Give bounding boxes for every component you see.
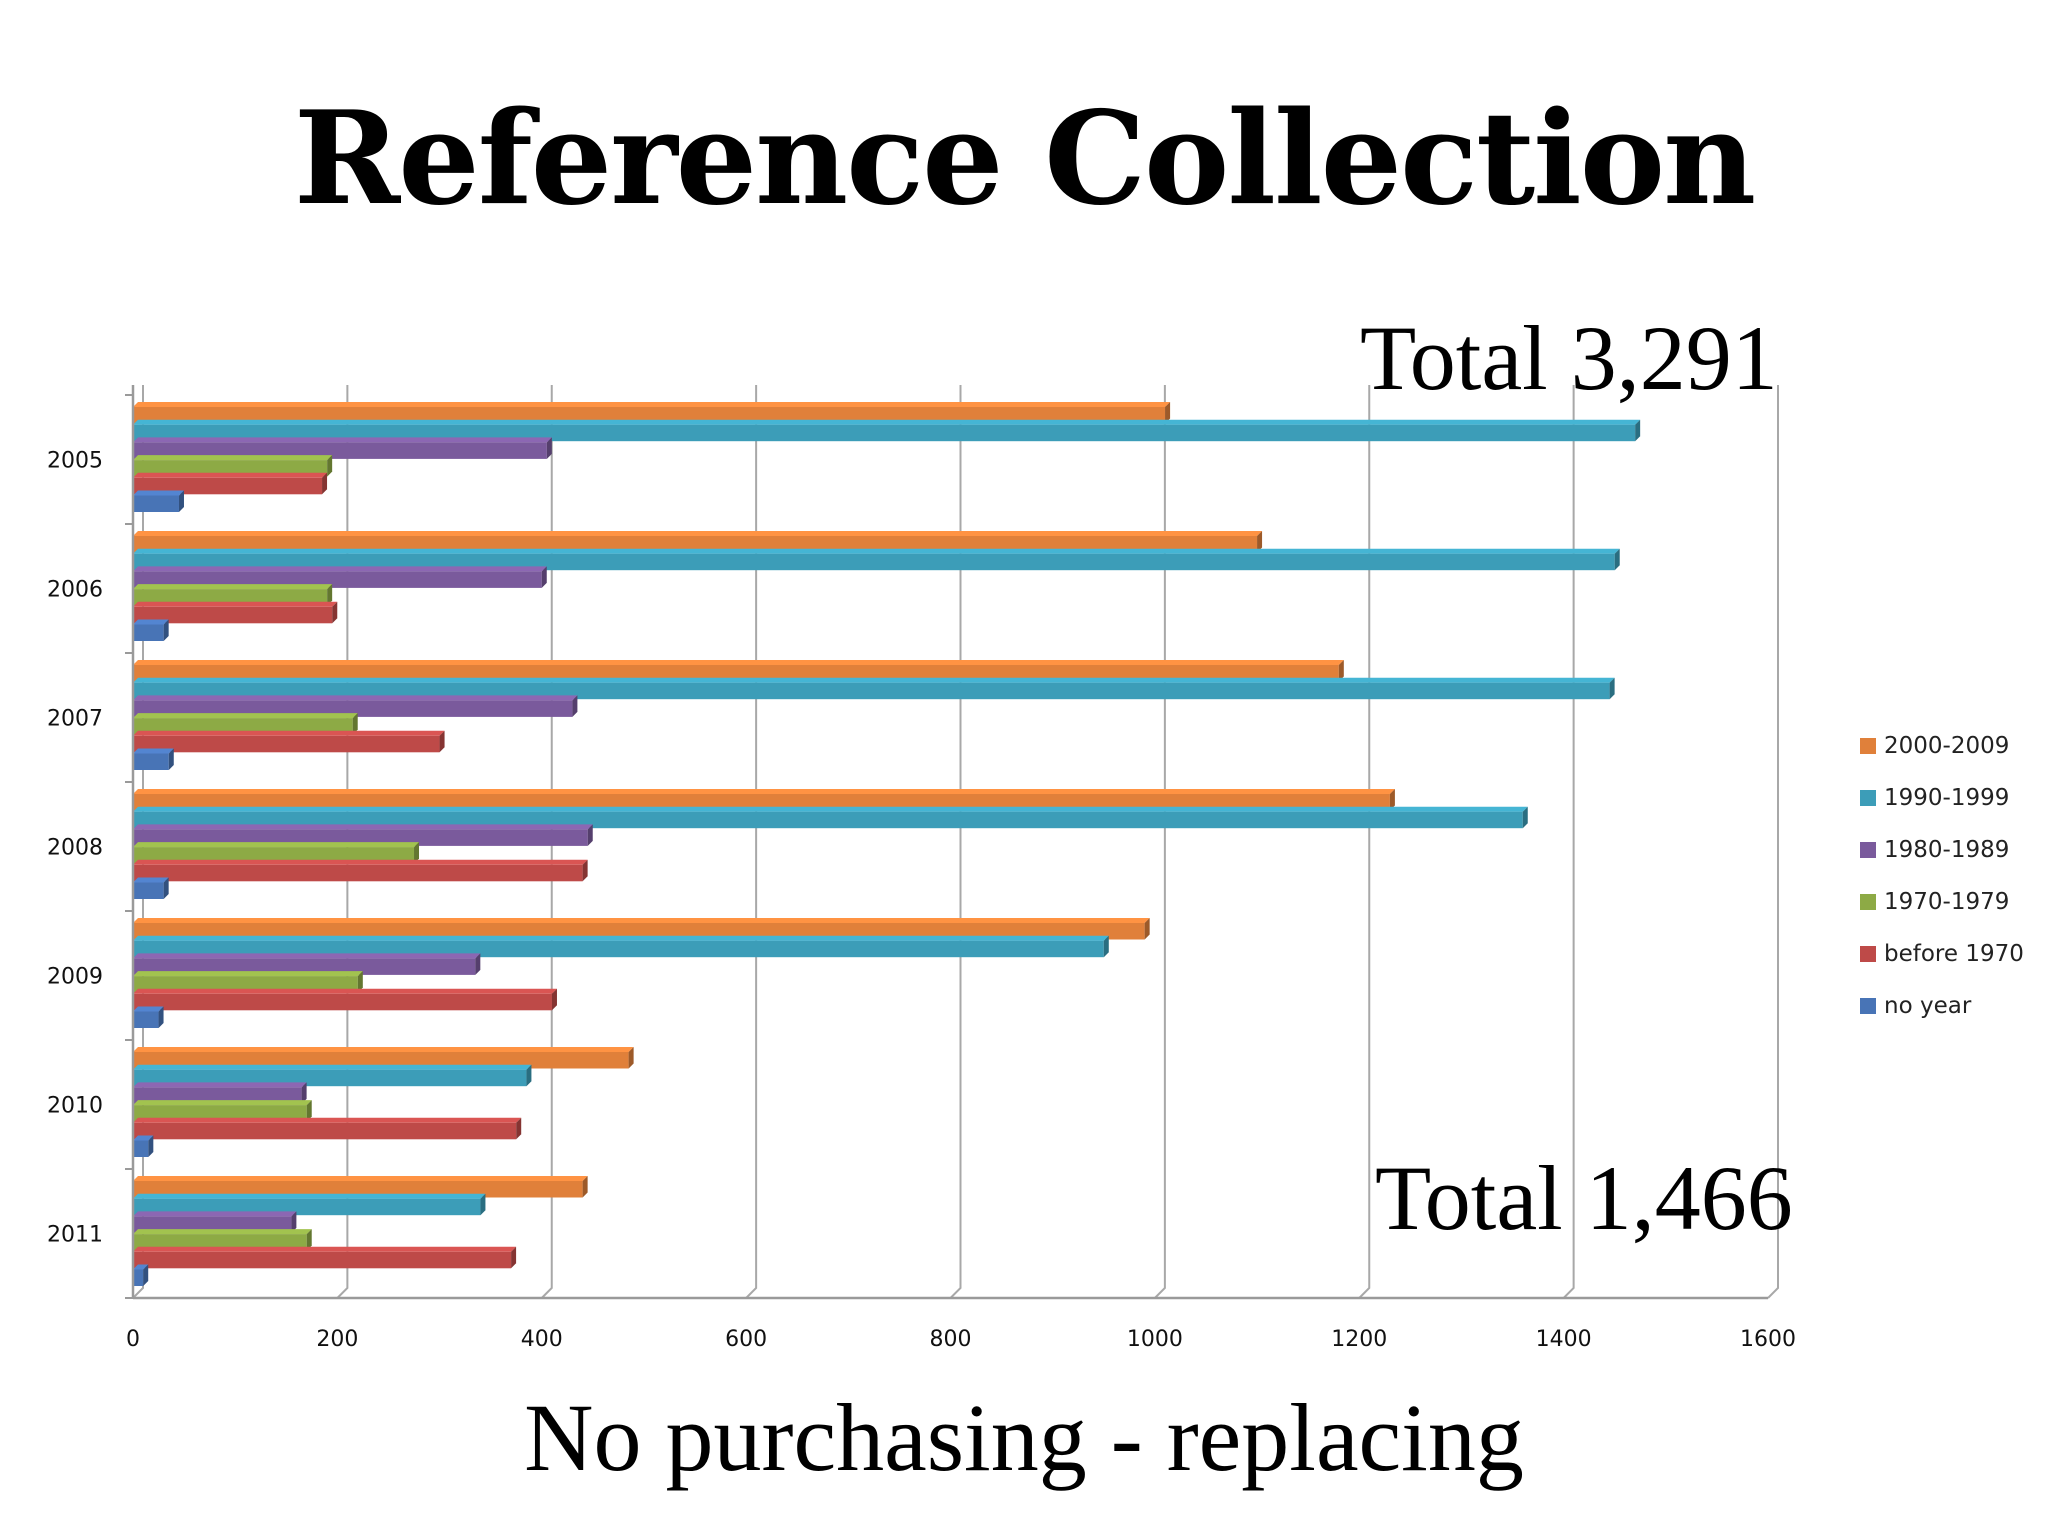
bar xyxy=(133,1082,307,1104)
bars xyxy=(133,402,1641,1286)
bar xyxy=(133,1246,517,1269)
axes xyxy=(125,385,1768,1300)
legend-label: 2000-2009 xyxy=(1884,733,2010,759)
x-tick-label: 200 xyxy=(316,1327,358,1352)
legend-item: before 1970 xyxy=(1860,928,2024,980)
legend-swatch xyxy=(1860,894,1876,910)
total-note-top: Total 3,291 xyxy=(1360,307,1778,409)
bar xyxy=(133,1100,312,1122)
y-tick-label: 2005 xyxy=(47,449,103,474)
bar xyxy=(133,988,557,1011)
bar xyxy=(133,1064,532,1087)
y-tick-label: 2011 xyxy=(47,1223,103,1248)
gridline xyxy=(1358,385,1371,1299)
legend: 2000-2009 1990-1999 1980-1989 1970-1979 befo… xyxy=(1860,720,2024,1032)
bar xyxy=(133,619,169,641)
gridline xyxy=(1767,385,1779,1299)
legend-item: no year xyxy=(1860,980,2024,1032)
bar xyxy=(133,566,547,588)
page-title: Reference Collection xyxy=(293,84,1756,234)
legend-swatch xyxy=(1860,998,1876,1014)
x-tick-label: 600 xyxy=(725,1327,767,1352)
bar xyxy=(133,472,328,495)
legend-label: before 1970 xyxy=(1884,941,2024,967)
bar xyxy=(133,437,552,459)
y-tick-label: 2008 xyxy=(47,836,103,861)
legend-swatch xyxy=(1860,946,1876,962)
gridline xyxy=(1154,385,1166,1299)
legend-label: no year xyxy=(1884,993,1972,1019)
bar xyxy=(133,1193,486,1216)
bar xyxy=(133,531,1263,553)
bar xyxy=(133,660,1344,682)
legend-swatch xyxy=(1860,738,1876,754)
legend-swatch xyxy=(1860,842,1876,858)
bar xyxy=(133,713,358,735)
gridline xyxy=(745,385,758,1299)
y-tick-label: 2010 xyxy=(47,1094,103,1119)
bar xyxy=(133,806,1528,829)
total-note-bottom: Total 1,466 xyxy=(1375,1147,1793,1249)
x-tick-label: 800 xyxy=(930,1327,972,1352)
bar xyxy=(133,1047,634,1069)
caption: No purchasing - replacing xyxy=(524,1384,1524,1491)
bar xyxy=(133,1006,164,1028)
x-tick-label: 0 xyxy=(126,1327,140,1352)
y-tick-label: 2006 xyxy=(47,578,103,603)
bar xyxy=(133,824,593,846)
gridline xyxy=(949,385,962,1299)
bar xyxy=(133,695,578,717)
legend-label: 1990-1999 xyxy=(1884,785,2010,811)
bar xyxy=(133,877,169,899)
bar xyxy=(133,971,363,993)
x-tick-label: 400 xyxy=(521,1327,563,1352)
bar xyxy=(133,455,333,477)
bar xyxy=(133,490,184,512)
bar xyxy=(133,918,1150,940)
bar xyxy=(133,584,333,606)
bar xyxy=(133,1135,154,1157)
bar xyxy=(133,601,338,624)
bar xyxy=(133,1117,522,1140)
x-tick-label: 1400 xyxy=(1536,1327,1592,1352)
legend-swatch xyxy=(1860,790,1876,806)
bar xyxy=(133,419,1641,442)
bar xyxy=(133,730,445,753)
bar xyxy=(133,842,420,864)
y-tick-label: 2007 xyxy=(47,707,103,732)
legend-label: 1970-1979 xyxy=(1884,889,2010,915)
bar xyxy=(133,402,1171,424)
x-tick-label: 1600 xyxy=(1740,1327,1796,1352)
legend-item: 2000-2009 xyxy=(1860,720,2024,772)
bar xyxy=(133,1264,149,1286)
legend-label: 1980-1989 xyxy=(1884,837,2010,863)
x-tick-label: 1200 xyxy=(1331,1327,1387,1352)
bar xyxy=(133,935,1109,958)
bar xyxy=(133,1229,312,1251)
bar xyxy=(133,953,481,975)
tick-labels: 0 200 400 600 800 1000 1200 1400 1600 2005 2006 200… xyxy=(47,449,1796,1353)
y-tick-label: 2009 xyxy=(47,965,103,990)
bar xyxy=(133,748,174,770)
x-tick-label: 1000 xyxy=(1127,1327,1183,1352)
legend-item: 1970-1979 xyxy=(1860,876,2024,928)
bar xyxy=(133,548,1620,571)
bar xyxy=(133,789,1395,811)
bar xyxy=(133,859,588,882)
legend-item: 1990-1999 xyxy=(1860,772,2024,824)
bar xyxy=(133,677,1615,700)
bar xyxy=(133,1176,588,1198)
legend-item: 1980-1989 xyxy=(1860,824,2024,876)
bar xyxy=(133,1211,297,1233)
